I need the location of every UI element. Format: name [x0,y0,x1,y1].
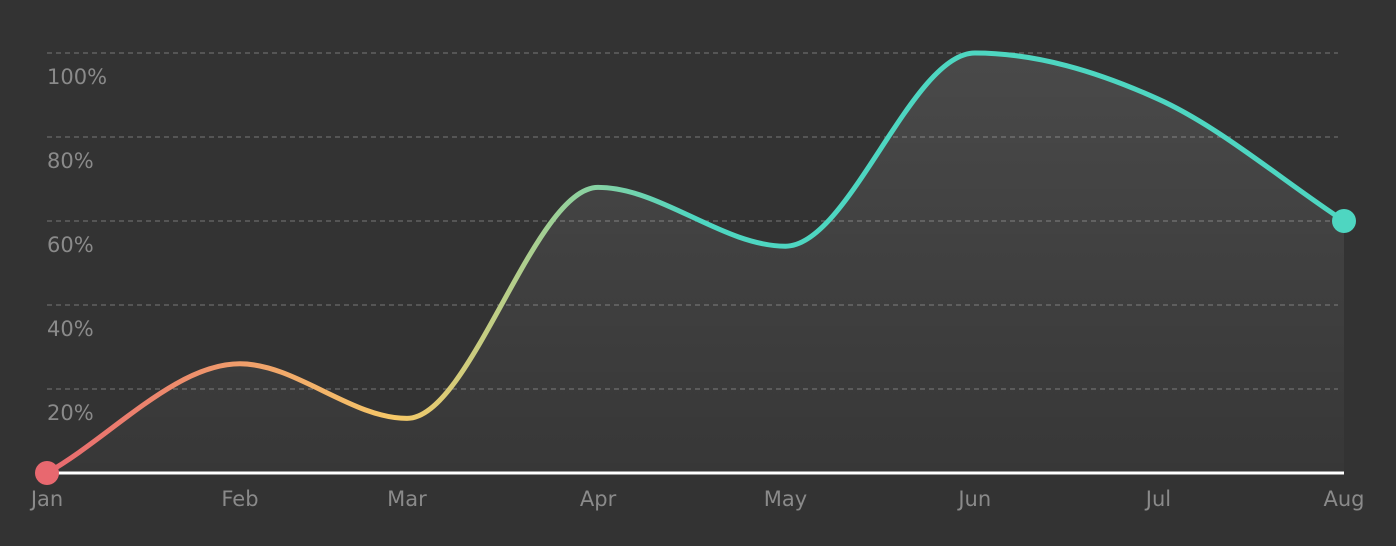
y-tick-label: 100% [47,65,107,89]
x-axis-tick-labels: Jan Feb Mar Apr May Jun Jul Aug [29,487,1365,511]
y-axis-tick-labels: 20% 40% 60% 80% 100% [47,65,107,425]
x-tick-label: Feb [221,487,258,511]
series-line [44,50,1347,476]
y-tick-label: 20% [47,401,94,425]
endpoint-markers [35,209,1356,485]
y-tick-label: 60% [47,233,94,257]
x-tick-label: Jan [29,487,63,511]
x-tick-label: Aug [1323,487,1364,511]
area-fill [47,53,1344,473]
y-tick-label: 40% [47,317,94,341]
x-tick-label: May [764,487,807,511]
end-point-marker [1332,209,1356,233]
x-tick-label: Jul [1144,487,1171,511]
x-tick-label: Mar [387,487,427,511]
y-tick-label: 80% [47,149,94,173]
start-point-marker [35,461,59,485]
x-tick-label: Apr [580,487,617,511]
x-tick-label: Jun [956,487,991,511]
